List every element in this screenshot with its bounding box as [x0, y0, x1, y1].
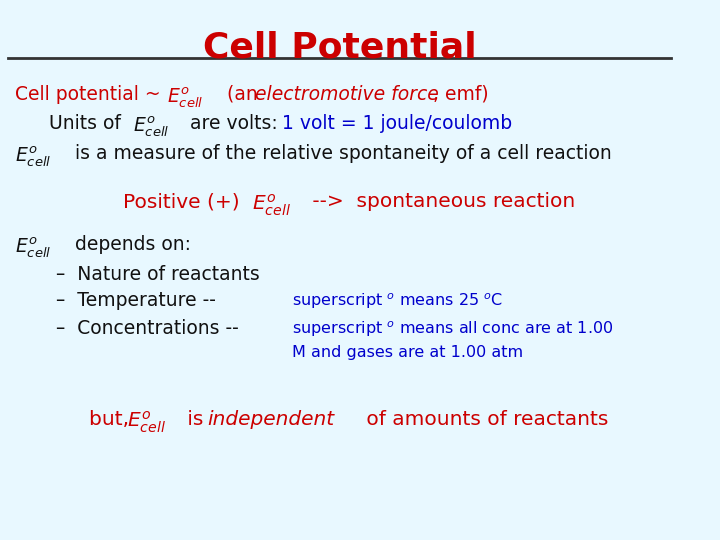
- Text: of amounts of reactants: of amounts of reactants: [360, 410, 608, 429]
- Text: superscript $^o$ means all conc are at 1.00: superscript $^o$ means all conc are at 1…: [292, 320, 613, 339]
- Text: electromotive force: electromotive force: [255, 85, 439, 104]
- Text: , emf): , emf): [433, 85, 489, 104]
- Text: Cell Potential: Cell Potential: [203, 31, 477, 65]
- Text: $E^o_{cell}$: $E^o_{cell}$: [167, 85, 204, 110]
- Text: -->  spontaneous reaction: --> spontaneous reaction: [306, 192, 575, 211]
- Text: $E^o_{cell}$: $E^o_{cell}$: [133, 114, 170, 139]
- Text: –  Concentrations --: – Concentrations --: [55, 320, 238, 339]
- Text: independent: independent: [208, 410, 335, 429]
- Text: depends on:: depends on:: [69, 235, 191, 254]
- Text: is: is: [181, 410, 210, 429]
- Text: Units of: Units of: [49, 114, 127, 133]
- Text: M and gases are at 1.00 atm: M and gases are at 1.00 atm: [292, 345, 523, 360]
- Text: $E^o_{cell}$: $E^o_{cell}$: [252, 192, 291, 218]
- Text: are volts:: are volts:: [184, 114, 290, 133]
- Text: but,: but,: [89, 410, 136, 429]
- Text: –  Nature of reactants: – Nature of reactants: [55, 265, 259, 284]
- Text: $E^o_{cell}$: $E^o_{cell}$: [15, 144, 51, 168]
- Text: superscript $^o$ means 25 $^o$C: superscript $^o$ means 25 $^o$C: [292, 292, 504, 311]
- Text: is a measure of the relative spontaneity of a cell reaction: is a measure of the relative spontaneity…: [69, 144, 612, 163]
- Text: Cell potential ~: Cell potential ~: [15, 85, 166, 104]
- Text: –  Temperature --: – Temperature --: [55, 292, 215, 310]
- Text: (an: (an: [215, 85, 264, 104]
- Text: Positive (+): Positive (+): [123, 192, 246, 211]
- Text: $E^o_{cell}$: $E^o_{cell}$: [127, 410, 166, 435]
- Text: $E^o_{cell}$: $E^o_{cell}$: [15, 235, 51, 260]
- Text: 1 volt = 1 joule/coulomb: 1 volt = 1 joule/coulomb: [282, 114, 513, 133]
